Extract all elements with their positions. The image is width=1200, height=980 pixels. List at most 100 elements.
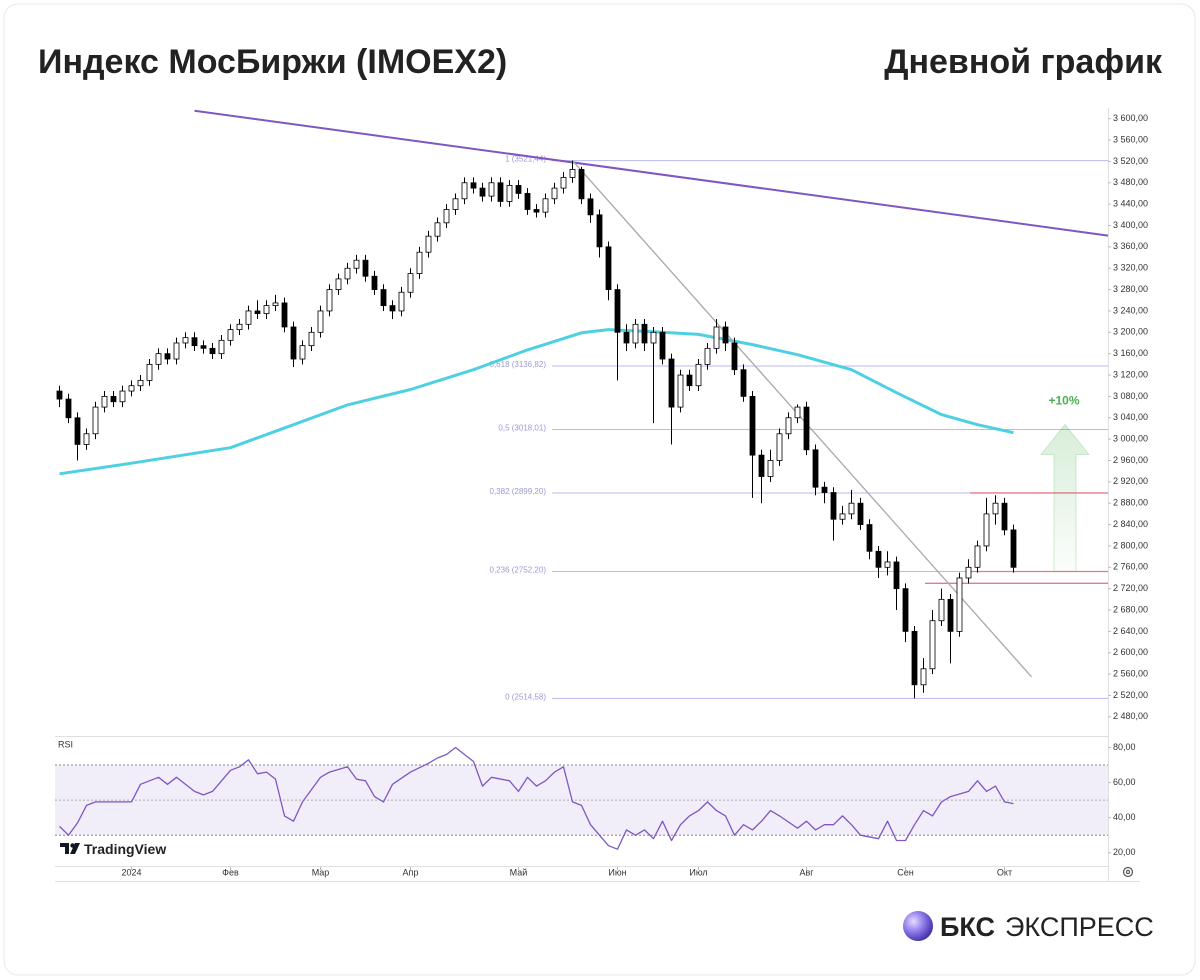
candle-body	[524, 193, 531, 210]
chart-subtitle: Дневной график	[884, 43, 1163, 81]
candle-body	[209, 347, 216, 355]
y-tick-label: 3 600,00	[1113, 113, 1148, 123]
candle-body	[722, 326, 729, 344]
candle-body	[866, 524, 873, 552]
y-tick-label: 2 600,00	[1113, 647, 1148, 657]
candle-body	[317, 310, 324, 333]
y-tick-label: 2 880,00	[1113, 498, 1148, 508]
candle-body	[893, 561, 900, 590]
x-tick-label: Сен	[897, 867, 914, 877]
candle-body	[335, 278, 342, 290]
y-tick-label: 3 520,00	[1113, 156, 1148, 166]
gear-center[interactable]	[1125, 869, 1131, 875]
x-tick-label: Апр	[403, 867, 419, 877]
candle-body	[596, 214, 603, 248]
candle-body	[479, 187, 486, 197]
candle-body	[812, 449, 819, 488]
tradingview-icon	[60, 843, 80, 854]
candle-body	[1010, 529, 1017, 568]
candle-body	[740, 369, 747, 397]
candle-body	[839, 513, 846, 520]
fib-label: 0,618 (3136,82)	[490, 360, 547, 369]
candle-body	[974, 545, 981, 568]
brand-logo: БКС ЭКСПРЕСС	[903, 911, 1154, 942]
candle-body	[299, 345, 306, 360]
candle-body	[83, 433, 90, 445]
chart-title: Индекс МосБиржи (IMOEX2)	[38, 43, 507, 81]
y-tick-label: 3 160,00	[1113, 348, 1148, 358]
tradingview-text: TradingView	[84, 841, 166, 857]
candle-body	[965, 566, 972, 579]
candle-body	[434, 222, 441, 237]
candle-body	[155, 353, 162, 365]
candle-body	[929, 620, 936, 670]
candle-body	[101, 395, 108, 408]
candle-body	[560, 177, 567, 189]
fib-label: 0,5 (3018,01)	[498, 424, 546, 433]
y-tick-label: 3 000,00	[1113, 433, 1148, 443]
gear[interactable]	[1122, 866, 1134, 878]
tradingview-logo: TradingView	[60, 841, 166, 857]
y-tick-label: 2 720,00	[1113, 583, 1148, 593]
moving-average	[59, 328, 1014, 476]
candle-body	[848, 502, 855, 515]
x-tick-label: Окт	[997, 867, 1012, 877]
candle-body	[641, 323, 648, 344]
trendline	[194, 109, 1109, 237]
candle-body	[902, 588, 909, 632]
brand-product: ЭКСПРЕСС	[1005, 912, 1154, 942]
candle-body	[92, 406, 99, 435]
candle-body	[56, 390, 63, 400]
y-tick-label: 3 400,00	[1113, 220, 1148, 230]
candle-body	[749, 395, 756, 456]
candle-body	[632, 323, 639, 344]
candle-body	[758, 454, 765, 477]
candle-body	[947, 598, 954, 632]
candle-body	[326, 289, 333, 312]
candle-body	[956, 577, 963, 632]
candle-body	[821, 486, 828, 493]
candle-body	[497, 182, 504, 202]
target-label: +10%	[1048, 393, 1079, 407]
candle-body	[218, 339, 225, 355]
settings-icon[interactable]	[1122, 866, 1134, 878]
candle-body	[686, 374, 693, 387]
candle-body	[587, 198, 594, 216]
y-tick-label: 2 760,00	[1113, 562, 1148, 572]
candle-body	[425, 235, 432, 253]
y-tick-label: 3 080,00	[1113, 391, 1148, 401]
candle-body	[830, 492, 837, 520]
y-tick-label: 2 480,00	[1113, 711, 1148, 721]
y-tick-label: 3 440,00	[1113, 199, 1148, 209]
rsi-line	[59, 746, 1014, 850]
candle-body	[695, 363, 702, 387]
candle-body	[272, 302, 279, 307]
tradingview-icon-dot	[70, 843, 75, 848]
candle-body	[803, 406, 810, 451]
candle-body	[362, 259, 369, 277]
candle-body	[938, 598, 945, 622]
candle-body	[731, 342, 738, 371]
candle-body	[200, 345, 207, 349]
candle-body	[650, 331, 657, 344]
candle-body	[785, 417, 792, 435]
y-tick-label: 3 120,00	[1113, 369, 1148, 379]
candle-body	[254, 310, 261, 315]
fib-label: 0,236 (2752,20)	[490, 566, 547, 575]
candle-body	[623, 331, 630, 344]
brand-orb	[903, 911, 933, 941]
y-tick-label: 2 920,00	[1113, 476, 1148, 486]
candle-body	[470, 182, 477, 189]
y-tick-label: 2 960,00	[1113, 455, 1148, 465]
rsi-tick-label: 20,00	[1113, 847, 1136, 857]
x-tick-label: Фев	[222, 867, 239, 877]
frame	[3, 3, 1196, 976]
candle-body	[182, 337, 189, 344]
rsi-tick-label: 40,00	[1113, 812, 1136, 822]
y-tick-label: 3 280,00	[1113, 284, 1148, 294]
x-tick-label: Июн	[608, 867, 626, 877]
candle-body	[920, 668, 927, 686]
target-arrow	[1039, 423, 1091, 572]
